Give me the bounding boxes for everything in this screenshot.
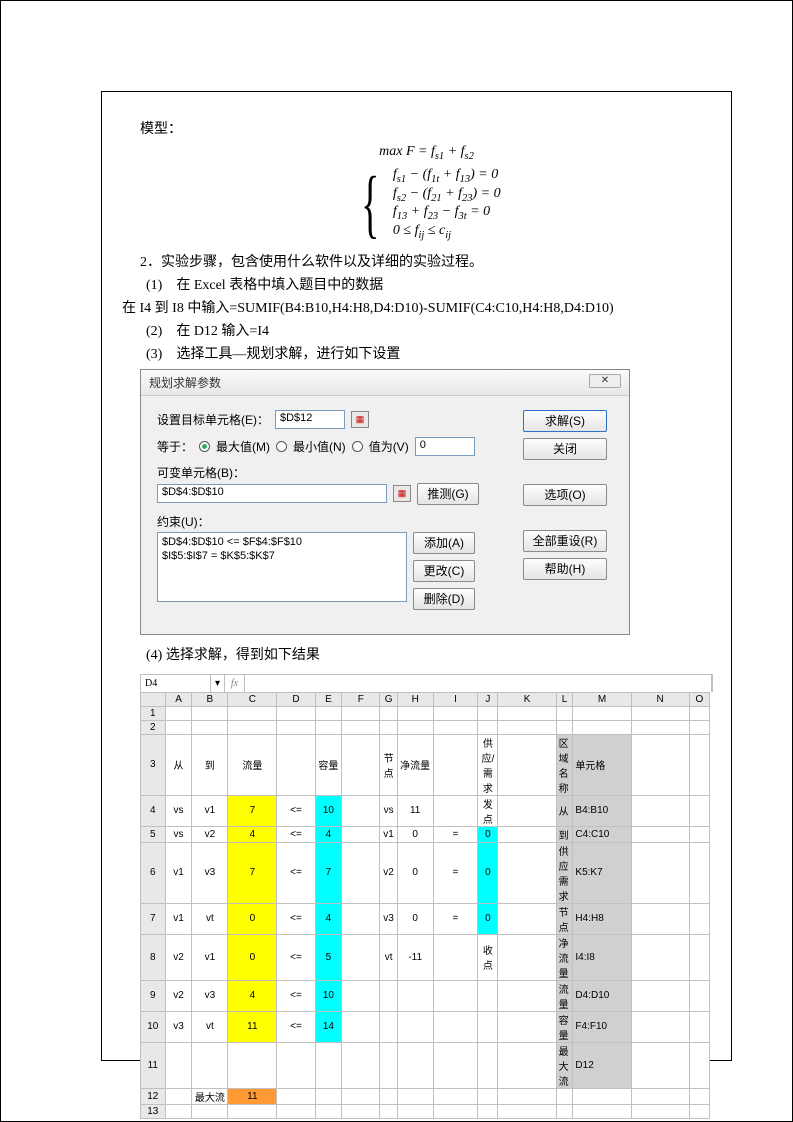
step-2: (2) 在 D12 输入=I4 bbox=[140, 321, 713, 342]
var-label: 可变单元格(B)： bbox=[157, 464, 245, 481]
step-1: (1) 在 Excel 表格中填入题目中的数据 bbox=[140, 275, 713, 296]
target-input[interactable]: $D$12 bbox=[275, 410, 345, 429]
change-button[interactable]: 更改(C) bbox=[413, 560, 475, 582]
step-title: 2．实验步骤，包含使用什么软件以及详细的实验过程。 bbox=[140, 252, 713, 273]
step-4: (4) 选择求解，得到如下结果 bbox=[140, 645, 713, 666]
opt-min-label: 最小值(N) bbox=[293, 438, 346, 455]
constr-label: 约束(U)： bbox=[157, 513, 210, 530]
step-1b: 在 I4 到 I8 中输入=SUMIF(B4:B10,H4:H8,D4:D10)… bbox=[122, 298, 713, 319]
name-box[interactable]: D4 bbox=[141, 675, 211, 692]
equal-label: 等于： bbox=[157, 438, 193, 455]
close-icon[interactable]: ✕ bbox=[589, 374, 621, 388]
constraints-block: { fs1 − (f1t + f13) = 0 fs2 − (f21 + f23… bbox=[140, 166, 713, 242]
close-button[interactable]: 关闭 bbox=[523, 438, 607, 460]
value-input[interactable]: 0 bbox=[415, 437, 475, 456]
formula-bar: D4 ▾ fx bbox=[140, 674, 713, 692]
dialog-title: 规划求解参数 bbox=[149, 374, 221, 391]
target-label: 设置目标单元格(E)： bbox=[157, 411, 269, 428]
delete-button[interactable]: 删除(D) bbox=[413, 588, 475, 610]
radio-val[interactable] bbox=[352, 441, 363, 452]
opt-max-label: 最大值(M) bbox=[216, 438, 270, 455]
step-3: (3) 选择工具—规划求解，进行如下设置 bbox=[140, 344, 713, 365]
options-button[interactable]: 选项(O) bbox=[523, 484, 607, 506]
spreadsheet: ABCDEFGHIJKLMNO123从到流量容量节点净流量供应/需求区域名称单元… bbox=[140, 692, 710, 1119]
solver-dialog: 规划求解参数 ✕ 设置目标单元格(E)： $D$12 ▦ 等于： 最大值(M) … bbox=[140, 369, 630, 635]
solve-button[interactable]: 求解(S) bbox=[523, 410, 607, 432]
help-button[interactable]: 帮助(H) bbox=[523, 558, 607, 580]
ref-picker-icon[interactable]: ▦ bbox=[351, 411, 369, 428]
add-button[interactable]: 添加(A) bbox=[413, 532, 475, 554]
objective-formula: max F = fs1 + fs2 bbox=[140, 144, 713, 162]
opt-val-label: 值为(V) bbox=[369, 438, 409, 455]
guess-button[interactable]: 推测(G) bbox=[417, 483, 479, 505]
constraints-listbox[interactable]: $D$4:$D$10 <= $F$4:$F$10 $I$5:$I$7 = $K$… bbox=[157, 532, 407, 602]
ref-picker-icon[interactable]: ▦ bbox=[393, 485, 411, 502]
radio-min[interactable] bbox=[276, 441, 287, 452]
model-label: 模型： bbox=[140, 119, 713, 140]
fx-icon[interactable]: fx bbox=[225, 675, 245, 692]
radio-max[interactable] bbox=[199, 441, 210, 452]
reset-button[interactable]: 全部重设(R) bbox=[523, 530, 607, 552]
var-input[interactable]: $D$4:$D$10 bbox=[157, 484, 387, 503]
